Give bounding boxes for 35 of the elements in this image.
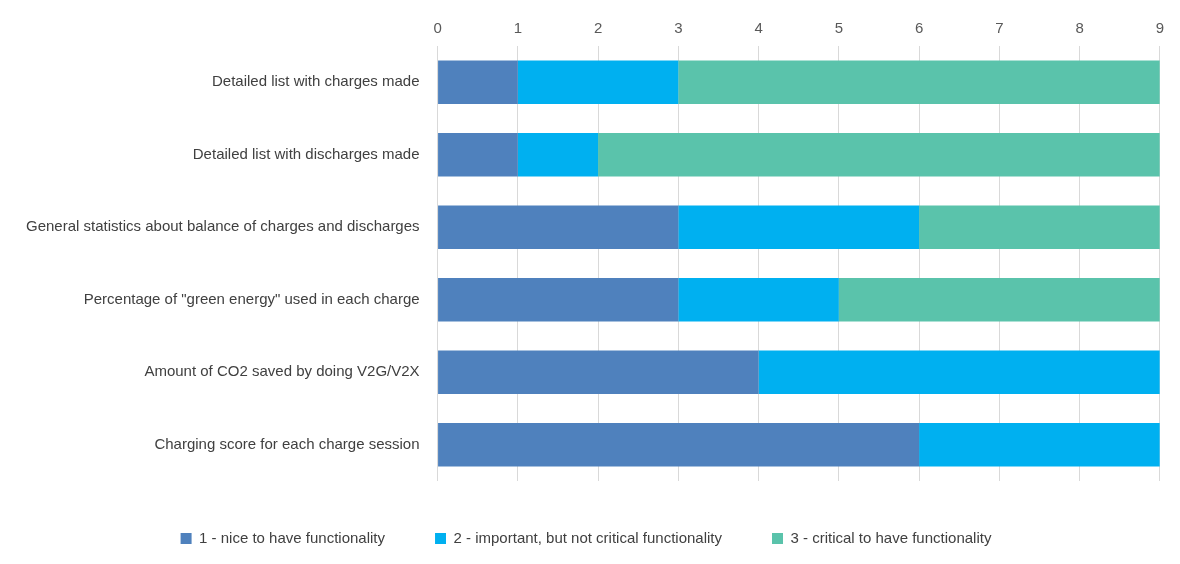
y-tick-label: Detailed list with discharges made (192, 144, 420, 162)
legend-label: 1 - nice to have functionality (199, 528, 386, 546)
bar (438, 423, 920, 467)
y-tick-label: Percentage of "green energy" used in each charge (83, 289, 420, 307)
bar (919, 205, 1160, 249)
x-tick-label: 6 (914, 19, 924, 37)
y-tick-label: General statistics about balance of charges and discharges (25, 217, 420, 235)
legend-label: 2 - important, but not critical functionality (453, 528, 723, 546)
x-tick-label: 0 (433, 19, 442, 37)
bar (438, 278, 679, 322)
y-tick-label: Charging score for each charge session (154, 434, 420, 452)
x-tick-label: 1 (513, 19, 522, 37)
x-tick-label: 5 (834, 19, 843, 37)
bar (438, 133, 518, 177)
bar (678, 60, 1160, 104)
bar (438, 350, 759, 394)
bar (517, 60, 679, 104)
bar (758, 350, 1160, 394)
bar (678, 205, 920, 249)
bar (438, 60, 518, 104)
y-tick-label: Amount of CO2 saved by doing V2G/V2X (144, 362, 420, 380)
x-tick-label: 8 (1075, 19, 1084, 37)
bar (598, 133, 1160, 177)
bar (838, 278, 1160, 322)
bar (438, 205, 679, 249)
legend-label: 3 - critical to have functionality (790, 528, 992, 546)
x-tick-label: 2 (593, 19, 603, 37)
x-tick-label: 3 (674, 19, 683, 37)
y-tick-label: Detailed list with charges made (211, 72, 420, 90)
bar (678, 278, 839, 322)
x-tick-label: 9 (1155, 19, 1164, 37)
x-tick-label: 7 (995, 19, 1004, 37)
bar (919, 423, 1160, 467)
x-tick-label: 4 (754, 19, 763, 37)
bar (517, 133, 599, 177)
